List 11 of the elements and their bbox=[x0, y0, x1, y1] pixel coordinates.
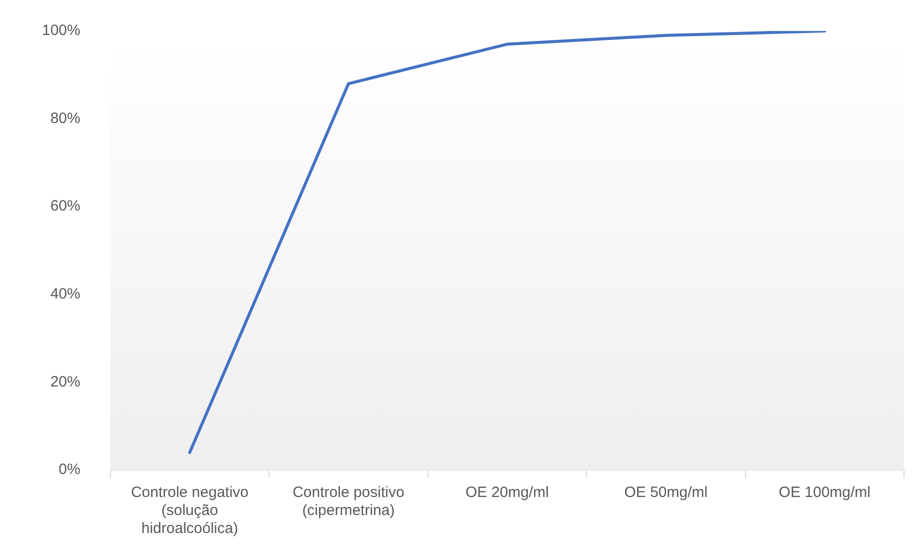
x-tick-label: Controle positivo (cipermetrina) bbox=[292, 484, 404, 520]
y-tick-label: 100% bbox=[42, 22, 80, 40]
y-tick-label: 80% bbox=[50, 110, 80, 127]
y-tick-label: 40% bbox=[50, 286, 80, 303]
x-tick-label: Controle negativo (solução hidroalcoólica) bbox=[130, 484, 249, 538]
y-tick-label: 0% bbox=[58, 461, 80, 478]
y-tick-label: 60% bbox=[50, 198, 80, 215]
y-tick-label: 20% bbox=[50, 373, 80, 390]
x-tick-label: OE 50mg/ml bbox=[624, 484, 708, 502]
x-tick-label: OE 100mg/ml bbox=[778, 484, 870, 502]
x-tick-label: OE 20mg/ml bbox=[466, 484, 549, 502]
